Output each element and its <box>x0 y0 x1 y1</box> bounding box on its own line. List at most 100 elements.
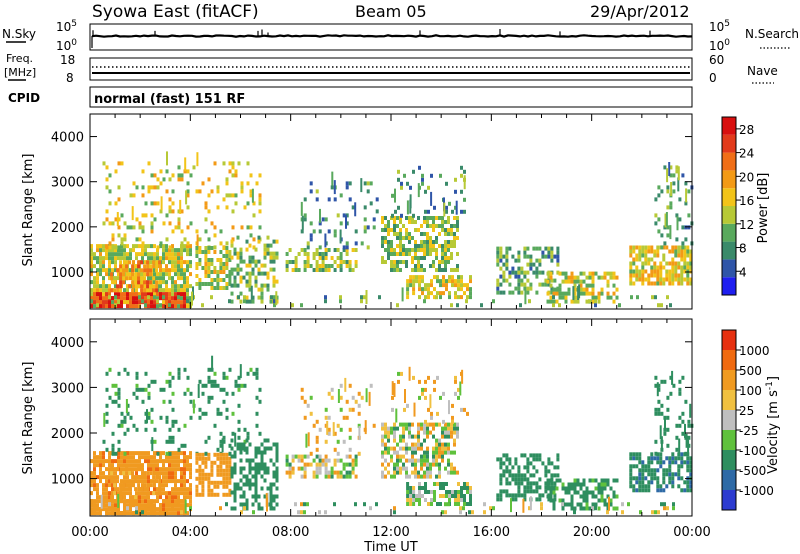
velocity-cell <box>357 451 361 456</box>
velocity-cell <box>168 399 172 404</box>
velocity-cell <box>150 479 153 484</box>
velocity-cell <box>177 463 180 468</box>
power-cell <box>219 229 223 234</box>
power-cell <box>162 260 165 265</box>
power-cell <box>348 264 352 268</box>
power-cell <box>162 221 166 226</box>
nsearch-tick-top: 105 <box>709 19 730 34</box>
power-cell <box>273 303 276 308</box>
power-cell <box>432 244 435 248</box>
power-cell <box>573 279 577 284</box>
power-cell <box>444 248 447 252</box>
power-cell <box>150 213 154 218</box>
velocity-cell <box>207 379 211 384</box>
velocity-cell <box>354 462 358 467</box>
power-cell <box>263 255 267 260</box>
velocity-cell <box>556 465 560 470</box>
velocity-cell <box>260 486 264 491</box>
power-cell <box>523 270 527 275</box>
velocity-cell <box>291 470 295 475</box>
power-cell <box>123 300 126 305</box>
velocity-cell <box>174 471 177 476</box>
power-cell <box>469 295 472 300</box>
power-cell <box>254 259 258 264</box>
velocity-cell <box>396 450 399 455</box>
power-cell <box>556 258 560 263</box>
velocity-cell <box>239 446 243 451</box>
velocity-cell <box>460 486 463 490</box>
power-cell <box>354 260 358 264</box>
velocity-cell <box>168 455 171 460</box>
power-cell <box>406 291 410 296</box>
velocity-cell <box>450 466 453 471</box>
power-cell <box>243 205 247 210</box>
power-cell <box>105 165 109 170</box>
power-cell <box>324 295 327 300</box>
power-colorbar <box>721 116 737 296</box>
power-cell <box>204 229 208 234</box>
power-cell <box>406 181 409 186</box>
power-cell <box>324 248 328 252</box>
velocity-cell <box>345 454 349 459</box>
velocity-cell <box>128 471 132 476</box>
velocity-colorbar-frame <box>721 329 737 511</box>
power-cell <box>444 220 447 224</box>
velocity-cell <box>102 463 105 468</box>
power-cell <box>442 279 445 284</box>
power-cell <box>496 286 500 291</box>
power-cell <box>390 264 393 268</box>
power-cell <box>108 173 112 178</box>
power-cell <box>330 256 334 260</box>
power-cell <box>186 189 190 194</box>
power-cell <box>381 228 384 232</box>
power-cell <box>561 295 565 300</box>
power-cell <box>414 268 417 272</box>
velocity-cell <box>117 455 120 460</box>
velocity-cell <box>138 463 141 468</box>
velocity-cell <box>168 379 172 384</box>
power-cell <box>168 197 172 202</box>
velocity-cell <box>612 506 616 511</box>
power-cell <box>502 262 506 267</box>
velocity-cell <box>228 488 232 493</box>
velocity-cell <box>156 459 159 464</box>
power-cell <box>113 280 117 285</box>
power-cell <box>638 253 642 258</box>
power-cell <box>153 295 156 300</box>
power-cell <box>579 271 583 276</box>
velocity-cell <box>257 506 261 511</box>
power-cell <box>387 228 390 232</box>
power-cell <box>141 296 144 301</box>
power-cell <box>532 262 536 267</box>
velocity-cell <box>152 467 156 472</box>
velocity-cell <box>647 456 651 461</box>
velocity-cell <box>663 379 667 384</box>
velocity-cell <box>324 415 328 420</box>
power-cell <box>132 304 135 309</box>
power-cell <box>650 257 654 262</box>
power-cell <box>102 268 105 273</box>
power-cell <box>90 256 93 261</box>
power-cell <box>174 292 177 297</box>
velocity-cell <box>546 486 550 491</box>
velocity-cell <box>678 379 682 384</box>
velocity-cell <box>260 474 264 479</box>
power-cell <box>168 245 172 250</box>
velocity-ytick-label: 1000 <box>51 473 84 488</box>
power-cell <box>417 256 420 260</box>
velocity-cell <box>538 485 542 490</box>
velocity-cell <box>129 507 132 512</box>
power-cell <box>418 279 421 284</box>
power-cell <box>390 240 393 244</box>
power-cell <box>228 282 232 286</box>
power-cell <box>303 213 307 218</box>
power-cell <box>366 245 370 250</box>
velocity-cell <box>165 503 168 508</box>
power-cell <box>239 251 243 256</box>
power-cell <box>406 295 410 300</box>
power-cell <box>263 251 267 256</box>
velocity-cell <box>408 434 411 439</box>
velocity-cell <box>685 433 688 448</box>
